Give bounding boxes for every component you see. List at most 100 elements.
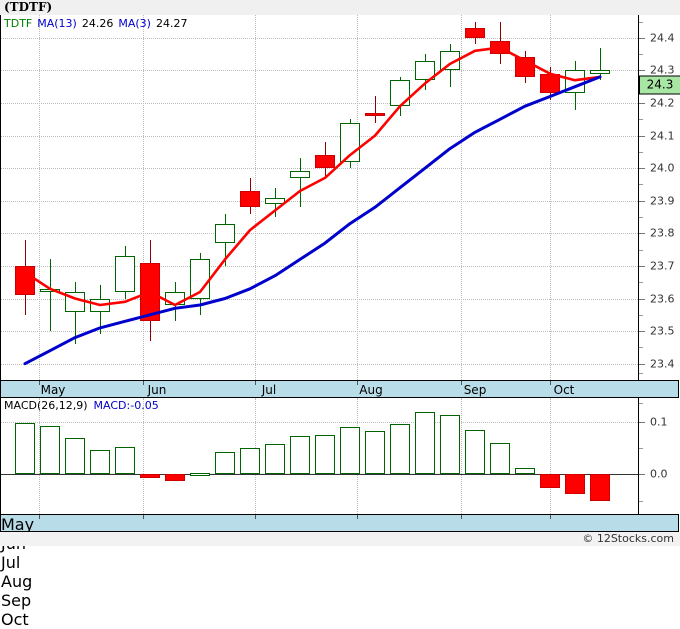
price-axis-label: 23.7 xyxy=(650,259,675,273)
macd-histogram-bar[interactable] xyxy=(40,426,60,475)
price-axis-label: 23.9 xyxy=(650,194,675,208)
price-plot-area[interactable] xyxy=(1,15,638,380)
price-gridline xyxy=(1,200,638,202)
candle-body xyxy=(215,223,235,244)
macd-zero-line xyxy=(1,474,638,476)
candle-body xyxy=(415,60,435,81)
macd-histogram-bar[interactable] xyxy=(15,422,35,475)
price-month-label: Oct xyxy=(553,383,575,397)
macd-histogram-bar[interactable] xyxy=(240,448,260,475)
moving-average-lines xyxy=(23,46,602,366)
macd-histogram-bar[interactable] xyxy=(390,424,410,475)
price-axis-minor-tick xyxy=(639,54,643,56)
macd-legend: MACD(26,12,9) MACD:-0.05 xyxy=(4,399,159,412)
candle-body xyxy=(290,171,310,178)
price-month-label: May xyxy=(40,383,66,397)
macd-histogram-bar[interactable] xyxy=(165,474,185,482)
macd-histogram-bar[interactable] xyxy=(490,443,510,475)
macd-value: MACD:-0.05 xyxy=(93,399,159,412)
macd-histogram-bar[interactable] xyxy=(590,474,610,501)
price-x-axis-months: May Jun Jul Aug Sep Oct xyxy=(0,380,679,398)
price-month-tick xyxy=(461,381,462,385)
macd-histogram-bar[interactable] xyxy=(340,427,360,475)
macd-axis-tick xyxy=(639,421,645,423)
macd-axis-minor-tick xyxy=(639,500,643,502)
legend-symbol: TDTF xyxy=(4,17,33,30)
price-gridline xyxy=(1,298,638,300)
price-axis-label: 23.5 xyxy=(650,324,675,338)
candle-body xyxy=(15,265,35,296)
macd-histogram-bar[interactable] xyxy=(565,474,585,495)
price-axis-tick xyxy=(639,102,645,104)
price-y-axis: 24.4 24.3 24.2 24.1 24.0 23.9 23.8 23.7 23.6 23.5… xyxy=(638,15,680,380)
macd-month-gridline xyxy=(550,398,551,514)
price-axis-minor-tick xyxy=(639,21,643,23)
price-axis-tick xyxy=(639,135,645,137)
legend-ma3-value: 24.27 xyxy=(155,17,188,30)
price-gridline xyxy=(1,70,638,72)
macd-month-tick xyxy=(39,515,40,519)
macd-histogram-bar[interactable] xyxy=(365,431,385,475)
copyright-text: © 12Stocks.com xyxy=(582,532,674,545)
price-axis-tick xyxy=(639,37,645,39)
price-axis-tick xyxy=(639,70,645,72)
macd-histogram-bar[interactable] xyxy=(315,435,335,475)
macd-axis-tick xyxy=(639,474,645,476)
price-axis-minor-tick xyxy=(639,282,643,284)
candle-wick xyxy=(600,47,601,81)
macd-axis-label: 0.1 xyxy=(650,415,668,429)
price-month-gridline xyxy=(461,15,462,380)
legend-ma13-value: 24.26 xyxy=(81,17,114,30)
macd-histogram-bar[interactable] xyxy=(415,412,435,475)
macd-month-gridline xyxy=(143,398,144,514)
price-axis-tick xyxy=(639,233,645,235)
legend-ma13-label: MA(13) xyxy=(37,17,77,30)
price-axis-label: 23.6 xyxy=(650,292,675,306)
macd-histogram-bar[interactable] xyxy=(290,436,310,475)
price-axis-minor-tick xyxy=(639,184,643,186)
price-gridline xyxy=(1,168,638,170)
price-axis-minor-tick xyxy=(639,151,643,153)
candle-body xyxy=(265,197,285,205)
candle-body xyxy=(115,256,135,292)
macd-month-label: Sep xyxy=(1,591,32,610)
macd-histogram-bar[interactable] xyxy=(440,414,460,475)
price-axis-label: 24.4 xyxy=(650,31,675,45)
price-axis-minor-tick xyxy=(639,347,643,349)
macd-month-label: Aug xyxy=(1,572,33,591)
macd-y-axis: 0.1 0.0 xyxy=(638,398,680,514)
macd-month-tick xyxy=(143,515,144,519)
macd-histogram-bar[interactable] xyxy=(65,437,85,475)
price-gridline xyxy=(1,331,638,333)
price-axis-minor-tick xyxy=(639,314,643,316)
price-month-gridline xyxy=(550,15,551,380)
price-panel: TDTF MA(13) 24.26 MA(3) 24.27 24.4 24.3 24.2 24… xyxy=(0,15,680,380)
price-axis-tick xyxy=(639,200,645,202)
macd-histogram-bar[interactable] xyxy=(465,429,485,475)
price-month-tick xyxy=(550,381,551,385)
legend-ma3-label: MA(3) xyxy=(118,17,151,30)
macd-histogram-bar[interactable] xyxy=(90,450,110,475)
price-month-label: Jul xyxy=(261,383,277,397)
macd-histogram-bar[interactable] xyxy=(540,474,560,488)
macd-axis-minor-tick xyxy=(639,403,643,405)
page-title: (TDTF) xyxy=(4,0,53,14)
macd-histogram-bar[interactable] xyxy=(215,451,235,475)
macd-histogram-bar[interactable] xyxy=(190,472,210,476)
macd-histogram-bar[interactable] xyxy=(140,474,160,479)
macd-gridline xyxy=(1,421,638,423)
macd-plot-area[interactable] xyxy=(1,398,638,514)
candle-wick xyxy=(75,282,76,345)
macd-axis-minor-tick xyxy=(639,448,643,450)
price-month-tick xyxy=(143,381,144,385)
price-gridline xyxy=(1,265,638,267)
macd-histogram-bar[interactable] xyxy=(265,443,285,475)
candle-wick xyxy=(375,96,376,123)
macd-label: MACD(26,12,9) xyxy=(4,399,88,412)
macd-histogram-bar[interactable] xyxy=(115,447,135,475)
price-gridline xyxy=(1,135,638,137)
macd-histogram-bar[interactable] xyxy=(515,468,535,475)
price-gridline xyxy=(1,37,638,39)
macd-axis-label: 0.0 xyxy=(650,467,668,481)
